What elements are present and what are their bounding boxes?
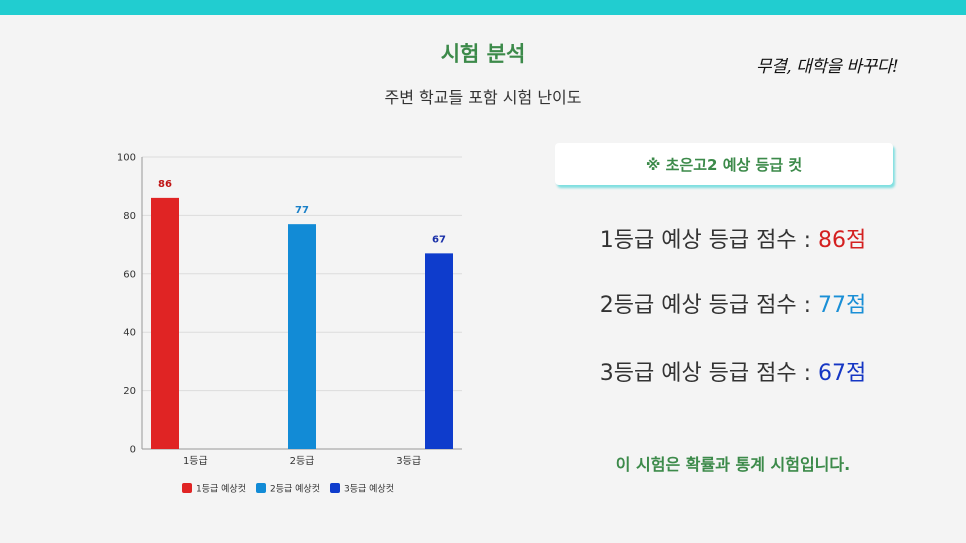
exam-subject-note: 이 시험은 확률과 통계 시험입니다. bbox=[615, 455, 851, 474]
data-label: 77 bbox=[295, 205, 309, 216]
y-tick-label: 60 bbox=[123, 269, 136, 280]
data-label: 67 bbox=[432, 234, 446, 245]
top-accent-bar bbox=[0, 0, 966, 15]
x-tick-label: 3등급 bbox=[396, 455, 421, 467]
score-value: 67점 bbox=[818, 361, 867, 386]
score-value: 86점 bbox=[818, 228, 867, 253]
legend-swatch bbox=[256, 483, 266, 493]
x-tick-label: 1등급 bbox=[183, 455, 208, 467]
x-tick-label: 2등급 bbox=[290, 455, 315, 467]
legend-label: 2등급 예상컷 bbox=[270, 484, 320, 495]
score-line-grade-3: 3등급 예상 등급 점수 : 67점 bbox=[560, 355, 906, 387]
score-line-grade-2: 2등급 예상 등급 점수 : 77점 bbox=[560, 287, 906, 319]
y-tick-label: 40 bbox=[123, 328, 136, 339]
bar bbox=[425, 253, 453, 449]
y-tick-label: 100 bbox=[117, 153, 136, 164]
legend-swatch bbox=[182, 483, 192, 493]
y-tick-label: 80 bbox=[123, 211, 136, 222]
bar bbox=[288, 224, 316, 449]
score-label: 2등급 예상 등급 점수 : bbox=[599, 293, 819, 318]
bar bbox=[151, 197, 179, 449]
y-tick-label: 0 bbox=[130, 445, 136, 456]
legend-label: 1등급 예상컷 bbox=[196, 484, 246, 495]
score-label: 1등급 예상 등급 점수 : bbox=[599, 228, 819, 253]
score-label: 3등급 예상 등급 점수 : bbox=[599, 361, 819, 386]
grade-cut-header-box: ※ 초은고2 예상 등급 컷 bbox=[555, 143, 893, 185]
legend-swatch bbox=[330, 483, 340, 493]
brand-slogan-logo: 무결, 대학을 바꾸다! bbox=[756, 57, 899, 77]
bar-chart: 0 20 40 60 80 100 1등급 2등급 3등급 86 77 67 1등급 예상컷 2등급 예상… bbox=[117, 153, 462, 495]
score-value: 77점 bbox=[818, 293, 867, 318]
page-title: 시험 분석 bbox=[440, 42, 526, 66]
score-line-grade-1: 1등급 예상 등급 점수 : 86점 bbox=[560, 222, 906, 254]
data-label: 86 bbox=[158, 179, 172, 190]
page-subtitle: 주변 학교들 포함 시험 난이도 bbox=[384, 88, 582, 107]
y-tick-label: 20 bbox=[123, 386, 136, 397]
grade-cut-header-label: ※ 초은고2 예상 등급 컷 bbox=[645, 155, 803, 174]
legend-label: 3등급 예상컷 bbox=[344, 484, 394, 495]
